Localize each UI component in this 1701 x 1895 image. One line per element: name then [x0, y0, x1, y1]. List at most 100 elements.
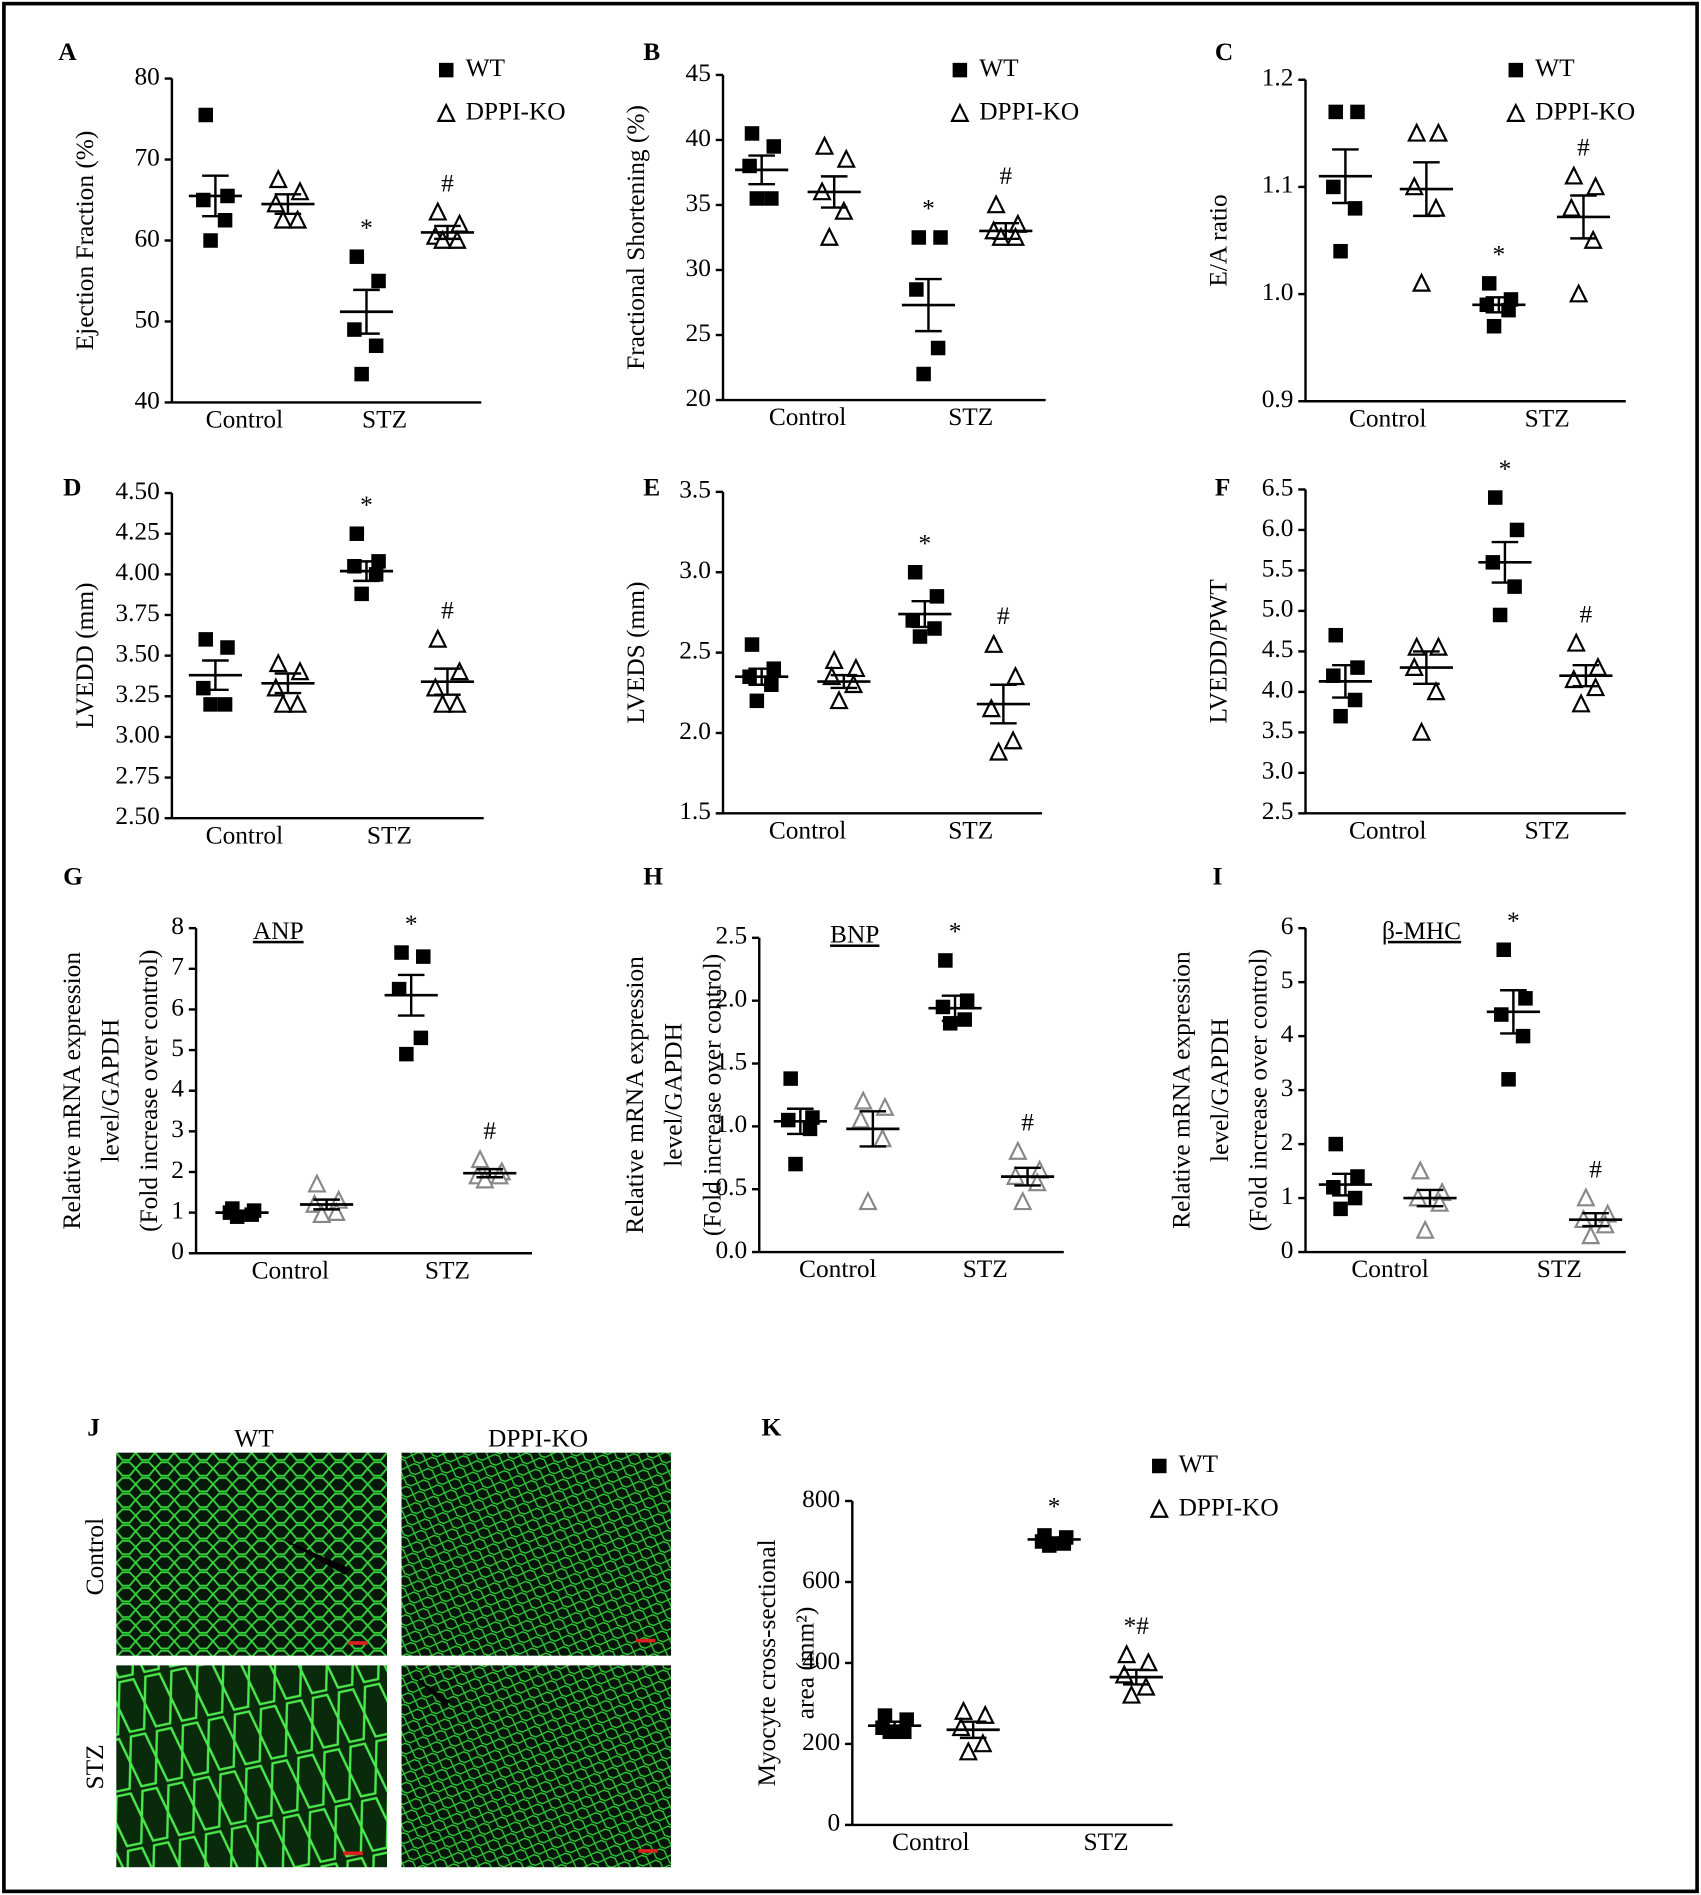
x-tick-label: STZ: [367, 821, 412, 849]
y-tick-label: 4.50: [115, 477, 159, 505]
panel-label: H: [643, 862, 663, 890]
annotation: *: [1507, 907, 1520, 935]
y-tick-label: 2: [1281, 1128, 1294, 1156]
panel-label: F: [1215, 473, 1231, 501]
scale-bar: [348, 1641, 368, 1645]
error-bar: [1332, 663, 1359, 699]
y-tick-label: 2.5: [715, 922, 747, 950]
legend-label: DPPI-KO: [1179, 1493, 1279, 1521]
point: [349, 249, 365, 264]
point: [744, 126, 760, 141]
point: [1506, 102, 1526, 122]
point: [391, 981, 407, 997]
x-tick-label: Control: [1349, 817, 1427, 845]
point: [950, 102, 970, 122]
point: [273, 209, 293, 229]
point: [1561, 197, 1582, 217]
vessel: [278, 1537, 351, 1575]
x-tick-label: STZ: [1525, 404, 1570, 432]
error-bar: [1500, 989, 1527, 1035]
point: [1501, 302, 1516, 318]
panel-label: A: [58, 38, 77, 66]
annotation: *: [1499, 455, 1512, 483]
error-bar: [202, 659, 229, 691]
annotation: *: [360, 491, 373, 519]
annotation: *: [360, 214, 373, 242]
point: [1576, 1187, 1596, 1207]
point: [1152, 1458, 1167, 1474]
point: [1333, 708, 1348, 724]
point: [1509, 522, 1525, 538]
y-tick-label: 400: [802, 1647, 840, 1675]
y-tick-label: 2: [171, 1156, 184, 1184]
legend-label: WT: [1535, 54, 1575, 82]
legend-label: DPPI-KO: [466, 97, 566, 125]
chart-title: β-MHC: [1382, 917, 1461, 945]
y-tick-label: 60: [134, 224, 159, 252]
error-bar: [859, 1110, 887, 1148]
y-axis-label: LVEDS (mm): [622, 582, 650, 724]
point: [203, 233, 218, 248]
y-tick-label: 6.0: [1262, 514, 1294, 542]
y-tick-label: 3.00: [115, 721, 159, 749]
point: [371, 273, 386, 289]
point: [846, 657, 866, 678]
y-tick-label: 6.5: [1262, 473, 1294, 501]
vessel: [411, 1673, 450, 1707]
y-tick-label: 35: [686, 189, 711, 217]
point: [1588, 656, 1608, 676]
y-axis-label: level/GAPDH: [97, 1019, 125, 1163]
point: [933, 230, 948, 245]
error-bar: [990, 683, 1017, 725]
column-label: DPPI-KO: [488, 1424, 588, 1452]
point: [819, 226, 839, 246]
micrograph: [401, 1665, 672, 1868]
panel-label: C: [1215, 38, 1233, 66]
point: [1595, 1214, 1615, 1234]
point: [1347, 692, 1363, 708]
y-axis-label: Relative mRNA expression: [621, 956, 649, 1234]
point: [273, 693, 293, 713]
point: [1488, 490, 1503, 505]
scale-bar: [638, 1849, 658, 1853]
error-bar: [353, 288, 380, 335]
annotation: #: [997, 602, 1010, 630]
point: [843, 673, 864, 694]
y-axis-label: LVEDD (mm): [71, 582, 99, 728]
point: [1411, 721, 1432, 741]
y-axis-label: Fractional Shortening (%): [622, 105, 650, 370]
point: [1486, 318, 1502, 334]
y-tick-label: 2.5: [1262, 797, 1294, 825]
y-tick-label: 6: [1281, 912, 1294, 940]
y-tick-label: 50: [134, 305, 159, 333]
point: [1515, 1028, 1531, 1044]
point: [399, 1046, 414, 1062]
y-tick-label: 1.0: [715, 1110, 747, 1138]
point: [266, 677, 286, 697]
point: [1005, 665, 1026, 686]
y-tick-label: 2.0: [679, 717, 711, 745]
y-axis-label: level/GAPDH: [660, 1023, 688, 1167]
error-bar: [959, 1720, 987, 1740]
y-tick-label: 20: [686, 384, 711, 412]
point: [1326, 668, 1341, 683]
point: [802, 1121, 818, 1137]
point: [475, 1169, 495, 1189]
y-tick-label: 2.75: [115, 761, 159, 789]
point: [1328, 1136, 1343, 1152]
point: [958, 1741, 978, 1761]
x-tick-label: STZ: [1084, 1828, 1129, 1856]
point: [1350, 1169, 1365, 1184]
row-label: Control: [81, 1518, 109, 1596]
y-tick-label: 2.50: [115, 802, 159, 830]
y-tick-label: 0.5: [715, 1173, 747, 1201]
error-bar: [1040, 1536, 1068, 1543]
point: [981, 697, 1001, 718]
point: [220, 640, 235, 655]
point: [1415, 1219, 1435, 1239]
point: [1326, 1180, 1341, 1195]
panel-label: J: [87, 1414, 100, 1442]
point: [290, 660, 310, 681]
error-bar: [1332, 1172, 1359, 1197]
error-bar: [915, 277, 942, 333]
